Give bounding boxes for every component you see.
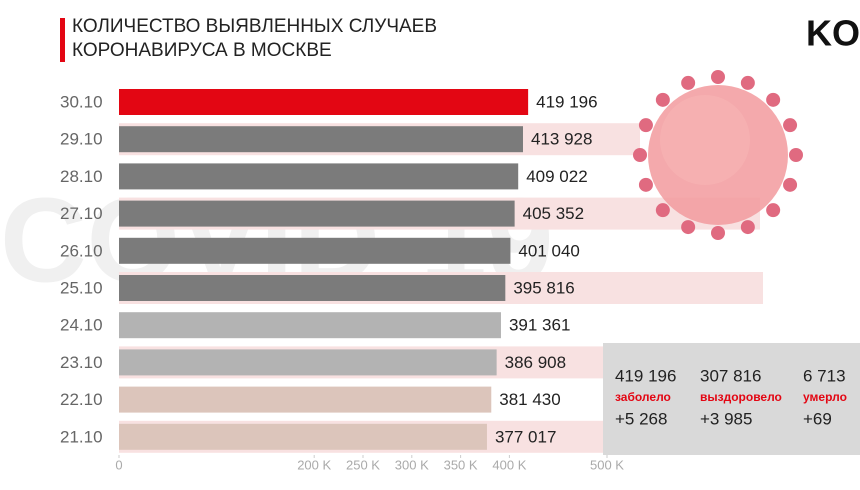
virus-spike (638, 118, 653, 133)
virus-spike (789, 148, 803, 162)
summary-box (603, 343, 860, 455)
y-tick-label: 30.10 (60, 92, 103, 111)
summary-label: умерло (803, 390, 847, 404)
value-label: 381 430 (499, 390, 560, 409)
virus-spike (783, 177, 798, 192)
x-tick-label: 400 K (492, 457, 526, 472)
x-tick-label: 300 K (395, 457, 429, 472)
virus-spike (681, 75, 696, 90)
bar (119, 275, 506, 301)
y-tick-label: 22.10 (60, 390, 103, 409)
value-label: 401 040 (518, 241, 579, 260)
x-tick-label: 0 (115, 457, 122, 472)
bar (119, 423, 487, 450)
virus-spike (655, 203, 670, 218)
value-label: 386 908 (505, 353, 566, 372)
chart-title: КОЛИЧЕСТВО ВЫЯВЛЕННЫХ СЛУЧАЕВ (72, 16, 437, 37)
virus-illustration (633, 70, 803, 240)
y-tick-label: 21.10 (60, 427, 103, 446)
title-accent (60, 18, 65, 62)
summary-change: +3 985 (700, 409, 752, 428)
x-tick-label: 250 K (346, 457, 380, 472)
logo: KO (806, 13, 860, 54)
virus-spike (766, 203, 781, 218)
value-label: 419 196 (536, 92, 597, 111)
summary-value: 307 816 (700, 366, 761, 385)
value-label: 405 352 (523, 204, 584, 223)
virus-spike (740, 220, 755, 235)
summary-change: +5 268 (615, 409, 667, 428)
summary-value: 419 196 (615, 366, 676, 385)
bar (119, 89, 529, 115)
y-tick-label: 28.10 (60, 167, 103, 186)
bar (119, 312, 501, 339)
summary-change: +69 (803, 409, 832, 428)
virus-spike (740, 75, 755, 90)
y-tick-label: 23.10 (60, 353, 103, 372)
x-tick-label: 200 K (297, 457, 331, 472)
virus-spike (681, 220, 696, 235)
y-tick-label: 27.10 (60, 204, 103, 223)
virus-spike (783, 118, 798, 133)
y-tick-label: 29.10 (60, 130, 103, 149)
value-label: 413 928 (531, 130, 592, 149)
virus-spike (633, 148, 647, 162)
x-tick-label: 350 K (444, 457, 478, 472)
bar (119, 126, 523, 153)
bar (119, 163, 519, 190)
value-label: 391 361 (509, 316, 570, 335)
bar (119, 386, 492, 413)
virus-spike (638, 177, 653, 192)
virus-spike (655, 92, 670, 107)
bar (119, 200, 515, 227)
value-label: 377 017 (495, 427, 556, 446)
value-label: 395 816 (513, 278, 574, 297)
summary-label: выздоровело (700, 390, 782, 404)
x-tick-label: 500 K (590, 457, 624, 472)
y-tick-label: 25.10 (60, 278, 103, 297)
summary-label: заболело (615, 390, 671, 404)
summary-value: 6 713 (803, 366, 846, 385)
y-tick-label: 24.10 (60, 316, 103, 335)
bar (119, 237, 511, 264)
virus-spike (766, 92, 781, 107)
virus-spike (711, 226, 725, 240)
y-tick-label: 26.10 (60, 241, 103, 260)
virus-spike (711, 70, 725, 84)
chart-title: КОРОНАВИРУСА В МОСКВЕ (72, 40, 332, 61)
bar (119, 349, 497, 376)
value-label: 409 022 (526, 167, 587, 186)
